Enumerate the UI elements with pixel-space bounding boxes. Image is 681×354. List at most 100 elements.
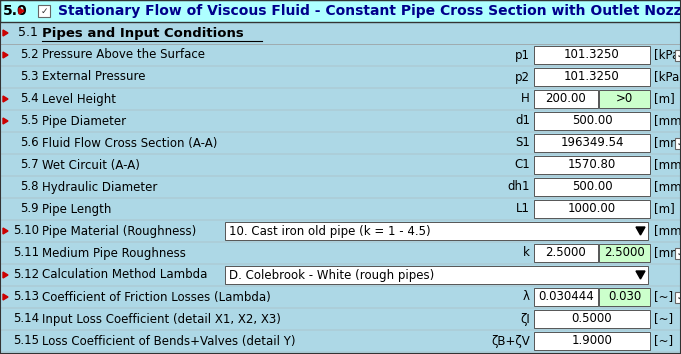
Text: Pressure Above the Surface: Pressure Above the Surface [42,48,205,62]
Text: Pipe Diameter: Pipe Diameter [42,114,126,127]
Text: 5.13: 5.13 [13,291,39,303]
Text: [~]: [~] [654,335,673,348]
Text: >0: >0 [616,92,633,105]
Text: 200.00: 200.00 [545,92,586,105]
Bar [0,132,681,154]
Text: 196349.54: 196349.54 [560,137,624,149]
Bar [534,244,598,262]
Text: External Pressure: External Pressure [42,70,146,84]
Text: Calculation Method Lambda: Calculation Method Lambda [42,268,208,281]
Text: p2: p2 [515,70,530,84]
Bar [534,90,598,108]
Bar [0,0,681,22]
Bar [599,90,650,108]
Bar [674,50,681,61]
Bar [599,244,650,262]
Text: 500.00: 500.00 [571,114,612,127]
Text: 5.5: 5.5 [20,114,39,127]
Text: ζI: ζI [520,313,530,325]
Text: [kPa]: [kPa] [654,48,681,62]
Bar [534,156,650,174]
Bar [0,22,681,44]
Bar [0,330,681,352]
Text: 0.030: 0.030 [608,291,641,303]
Text: [mm]: [mm] [654,114,681,127]
Bar [534,68,650,86]
Text: H: H [521,92,530,105]
Text: S1: S1 [515,137,530,149]
Text: 1000.00: 1000.00 [568,202,616,216]
Text: d1: d1 [515,114,530,127]
Text: [m]: [m] [654,202,675,216]
Text: 0.5000: 0.5000 [571,313,612,325]
Text: 5.3: 5.3 [20,70,39,84]
Bar [599,288,650,306]
Text: k: k [523,246,530,259]
Text: 5.8: 5.8 [20,181,39,194]
Text: 5.1: 5.1 [18,27,38,40]
Text: 1570.80: 1570.80 [568,159,616,171]
Text: [~]: [~] [654,291,673,303]
Text: [mm]: [mm] [654,181,681,194]
Bar [534,332,650,350]
Text: 5.9: 5.9 [20,202,39,216]
Bar [225,266,648,284]
Text: ✓: ✓ [676,249,681,257]
Bar [534,112,650,130]
Polygon shape [3,294,8,300]
Text: 5.2: 5.2 [20,48,39,62]
Bar [534,310,650,328]
Polygon shape [3,96,8,102]
Text: [m]: [m] [654,92,675,105]
Bar [674,247,681,258]
Text: Medium Pipe Roughness: Medium Pipe Roughness [42,246,186,259]
Bar [0,308,681,330]
Text: 2.5000: 2.5000 [545,246,586,259]
Bar [534,46,650,64]
Text: ζB+ζV: ζB+ζV [491,335,530,348]
Text: L1: L1 [516,202,530,216]
Bar [0,198,681,220]
Bar [0,88,681,110]
Text: Fluid Flow Cross Section (A-A): Fluid Flow Cross Section (A-A) [42,137,217,149]
Text: 5.7: 5.7 [20,159,39,171]
Text: 1.9000: 1.9000 [571,335,612,348]
Text: 5.6: 5.6 [20,137,39,149]
Text: 101.3250: 101.3250 [564,70,620,84]
Text: 0.030444: 0.030444 [538,291,594,303]
Polygon shape [3,272,8,278]
Text: [kPa]: [kPa] [654,70,681,84]
Bar [0,154,681,176]
Text: 500.00: 500.00 [571,181,612,194]
Text: Level Height: Level Height [42,92,116,105]
Text: Stationary Flow of Viscous Fluid - Constant Pipe Cross Section with Outlet Nozzl: Stationary Flow of Viscous Fluid - Const… [58,4,681,18]
Text: Loss Coefficient of Bends+Valves (detail Y): Loss Coefficient of Bends+Valves (detail… [42,335,296,348]
Text: λ: λ [523,291,530,303]
Text: 5.12: 5.12 [13,268,39,281]
Text: 5.10: 5.10 [13,224,39,238]
Bar [38,5,50,17]
Bar [225,222,648,240]
Text: p1: p1 [515,48,530,62]
Text: Pipes and Input Conditions: Pipes and Input Conditions [42,27,244,40]
Bar [0,264,681,286]
Bar [0,242,681,264]
Polygon shape [19,8,24,14]
Polygon shape [636,227,645,235]
Text: ✓: ✓ [676,292,681,302]
Bar [534,178,650,196]
Bar [0,44,681,66]
Polygon shape [3,118,8,124]
Polygon shape [3,228,8,234]
Text: 5.14: 5.14 [13,313,39,325]
Text: 2.5000: 2.5000 [604,246,645,259]
Text: [mm]: [mm] [654,224,681,238]
Bar [534,200,650,218]
Bar [0,110,681,132]
Polygon shape [3,52,8,58]
Text: Input Loss Coefficient (detail X1, X2, X3): Input Loss Coefficient (detail X1, X2, X… [42,313,281,325]
Text: 5.15: 5.15 [13,335,39,348]
Bar [534,288,598,306]
Text: Pipe Length: Pipe Length [42,202,112,216]
Bar [674,137,681,148]
